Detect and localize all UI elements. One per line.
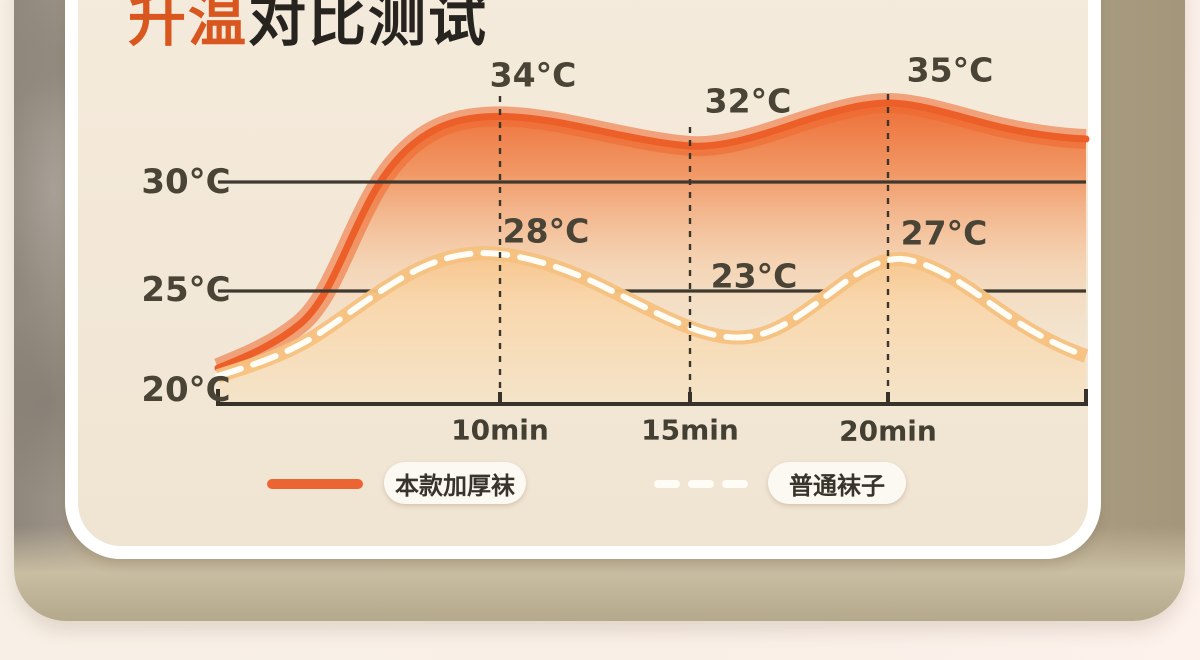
legend-label-regular-sock: 普通袜子 xyxy=(768,462,906,504)
y-tick-30c: 30°C xyxy=(141,162,231,202)
x-tick-15min: 15min xyxy=(641,413,739,447)
label-regular-20min: 27°C xyxy=(900,213,988,253)
page-title: 升温对比测试 xyxy=(128,0,488,57)
label-regular-15min: 23°C xyxy=(710,256,798,296)
x-tick-20min: 20min xyxy=(839,414,937,448)
legend-label-thick-sock: 本款加厚袜 xyxy=(384,462,526,504)
y-tick-20c: 20°C xyxy=(141,370,231,410)
x-tick-10min: 10min xyxy=(451,413,549,447)
y-tick-25c: 25°C xyxy=(141,270,231,310)
label-thick-20min: 35°C xyxy=(906,50,994,90)
page-title-highlight: 升温 xyxy=(128,0,249,54)
label-thick-15min: 32°C xyxy=(704,81,792,121)
page-title-rest: 对比测试 xyxy=(248,0,489,54)
label-thick-10min: 34°C xyxy=(489,55,577,95)
label-regular-10min: 28°C xyxy=(502,211,590,251)
